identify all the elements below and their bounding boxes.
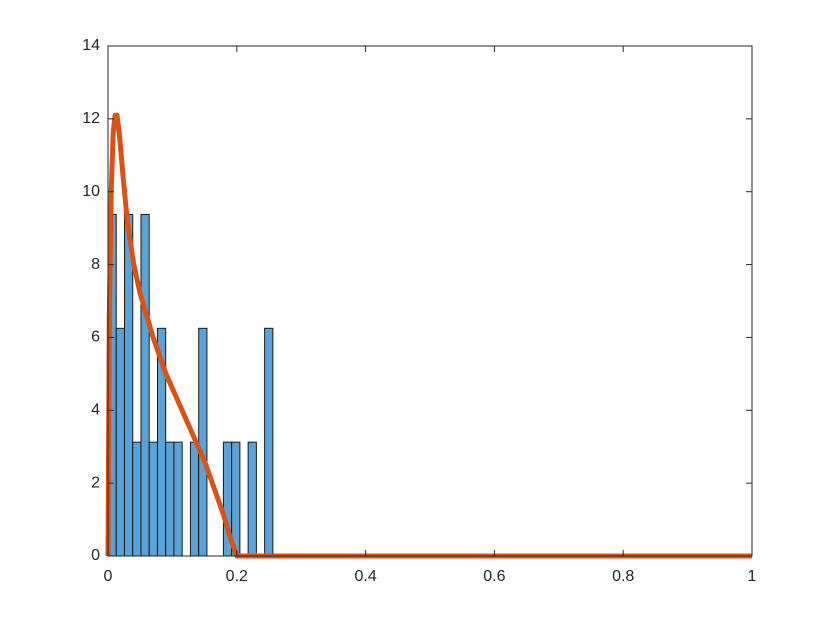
y-tick-label: 4 <box>91 402 100 419</box>
x-tick-label: 0.8 <box>612 568 634 585</box>
y-tick-label: 8 <box>91 256 100 273</box>
bar <box>198 327 208 557</box>
y-tick-label: 6 <box>91 329 100 346</box>
y-tick-label: 2 <box>91 474 100 491</box>
y-tick-label: 14 <box>82 37 100 54</box>
bar <box>264 327 274 557</box>
x-tick-label: 0 <box>104 568 113 585</box>
y-tick-label: 12 <box>82 110 100 127</box>
bar <box>247 441 257 557</box>
x-tick-label: 0.4 <box>354 568 376 585</box>
y-tick-label: 10 <box>82 183 100 200</box>
bar <box>148 441 158 557</box>
x-tick-label: 0.2 <box>226 568 248 585</box>
x-tick-label: 1 <box>748 568 757 585</box>
axes-box <box>107 45 753 557</box>
bar <box>115 327 125 557</box>
bar <box>165 441 175 557</box>
bar <box>140 213 150 557</box>
y-tick-label: 0 <box>91 547 100 564</box>
x-tick-label: 0.6 <box>483 568 505 585</box>
bar <box>189 441 200 557</box>
density-line <box>105 112 752 559</box>
bar <box>132 441 142 557</box>
bar <box>173 441 183 557</box>
